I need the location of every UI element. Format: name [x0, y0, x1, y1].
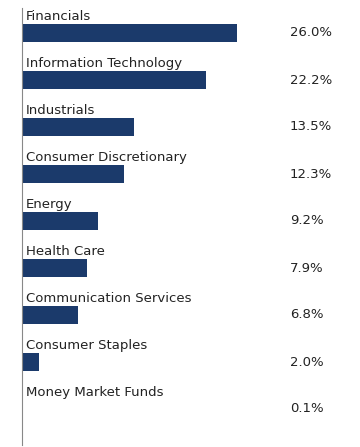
- Text: 6.8%: 6.8%: [290, 308, 324, 321]
- Text: Health Care: Health Care: [26, 245, 105, 258]
- Text: Industrials: Industrials: [26, 104, 95, 117]
- Text: 9.2%: 9.2%: [290, 215, 324, 228]
- Text: Money Market Funds: Money Market Funds: [26, 386, 163, 399]
- Bar: [22, 400, 23, 418]
- Text: 22.2%: 22.2%: [290, 73, 332, 87]
- Bar: [22, 212, 98, 230]
- Text: Consumer Staples: Consumer Staples: [26, 339, 147, 352]
- Text: 13.5%: 13.5%: [290, 121, 332, 134]
- Bar: [22, 165, 124, 183]
- Text: 7.9%: 7.9%: [290, 261, 324, 274]
- Text: Information Technology: Information Technology: [26, 57, 182, 70]
- Bar: [22, 71, 206, 89]
- Text: 2.0%: 2.0%: [290, 355, 324, 368]
- Text: Consumer Discretionary: Consumer Discretionary: [26, 151, 187, 164]
- Bar: [22, 306, 78, 324]
- Text: 12.3%: 12.3%: [290, 168, 332, 181]
- Text: 26.0%: 26.0%: [290, 26, 332, 39]
- Text: Energy: Energy: [26, 198, 73, 211]
- Bar: [22, 24, 237, 42]
- Text: Financials: Financials: [26, 10, 91, 23]
- Bar: [22, 259, 87, 277]
- Bar: [22, 118, 134, 136]
- Bar: [22, 353, 39, 371]
- Text: 0.1%: 0.1%: [290, 402, 324, 416]
- Text: Communication Services: Communication Services: [26, 292, 192, 305]
